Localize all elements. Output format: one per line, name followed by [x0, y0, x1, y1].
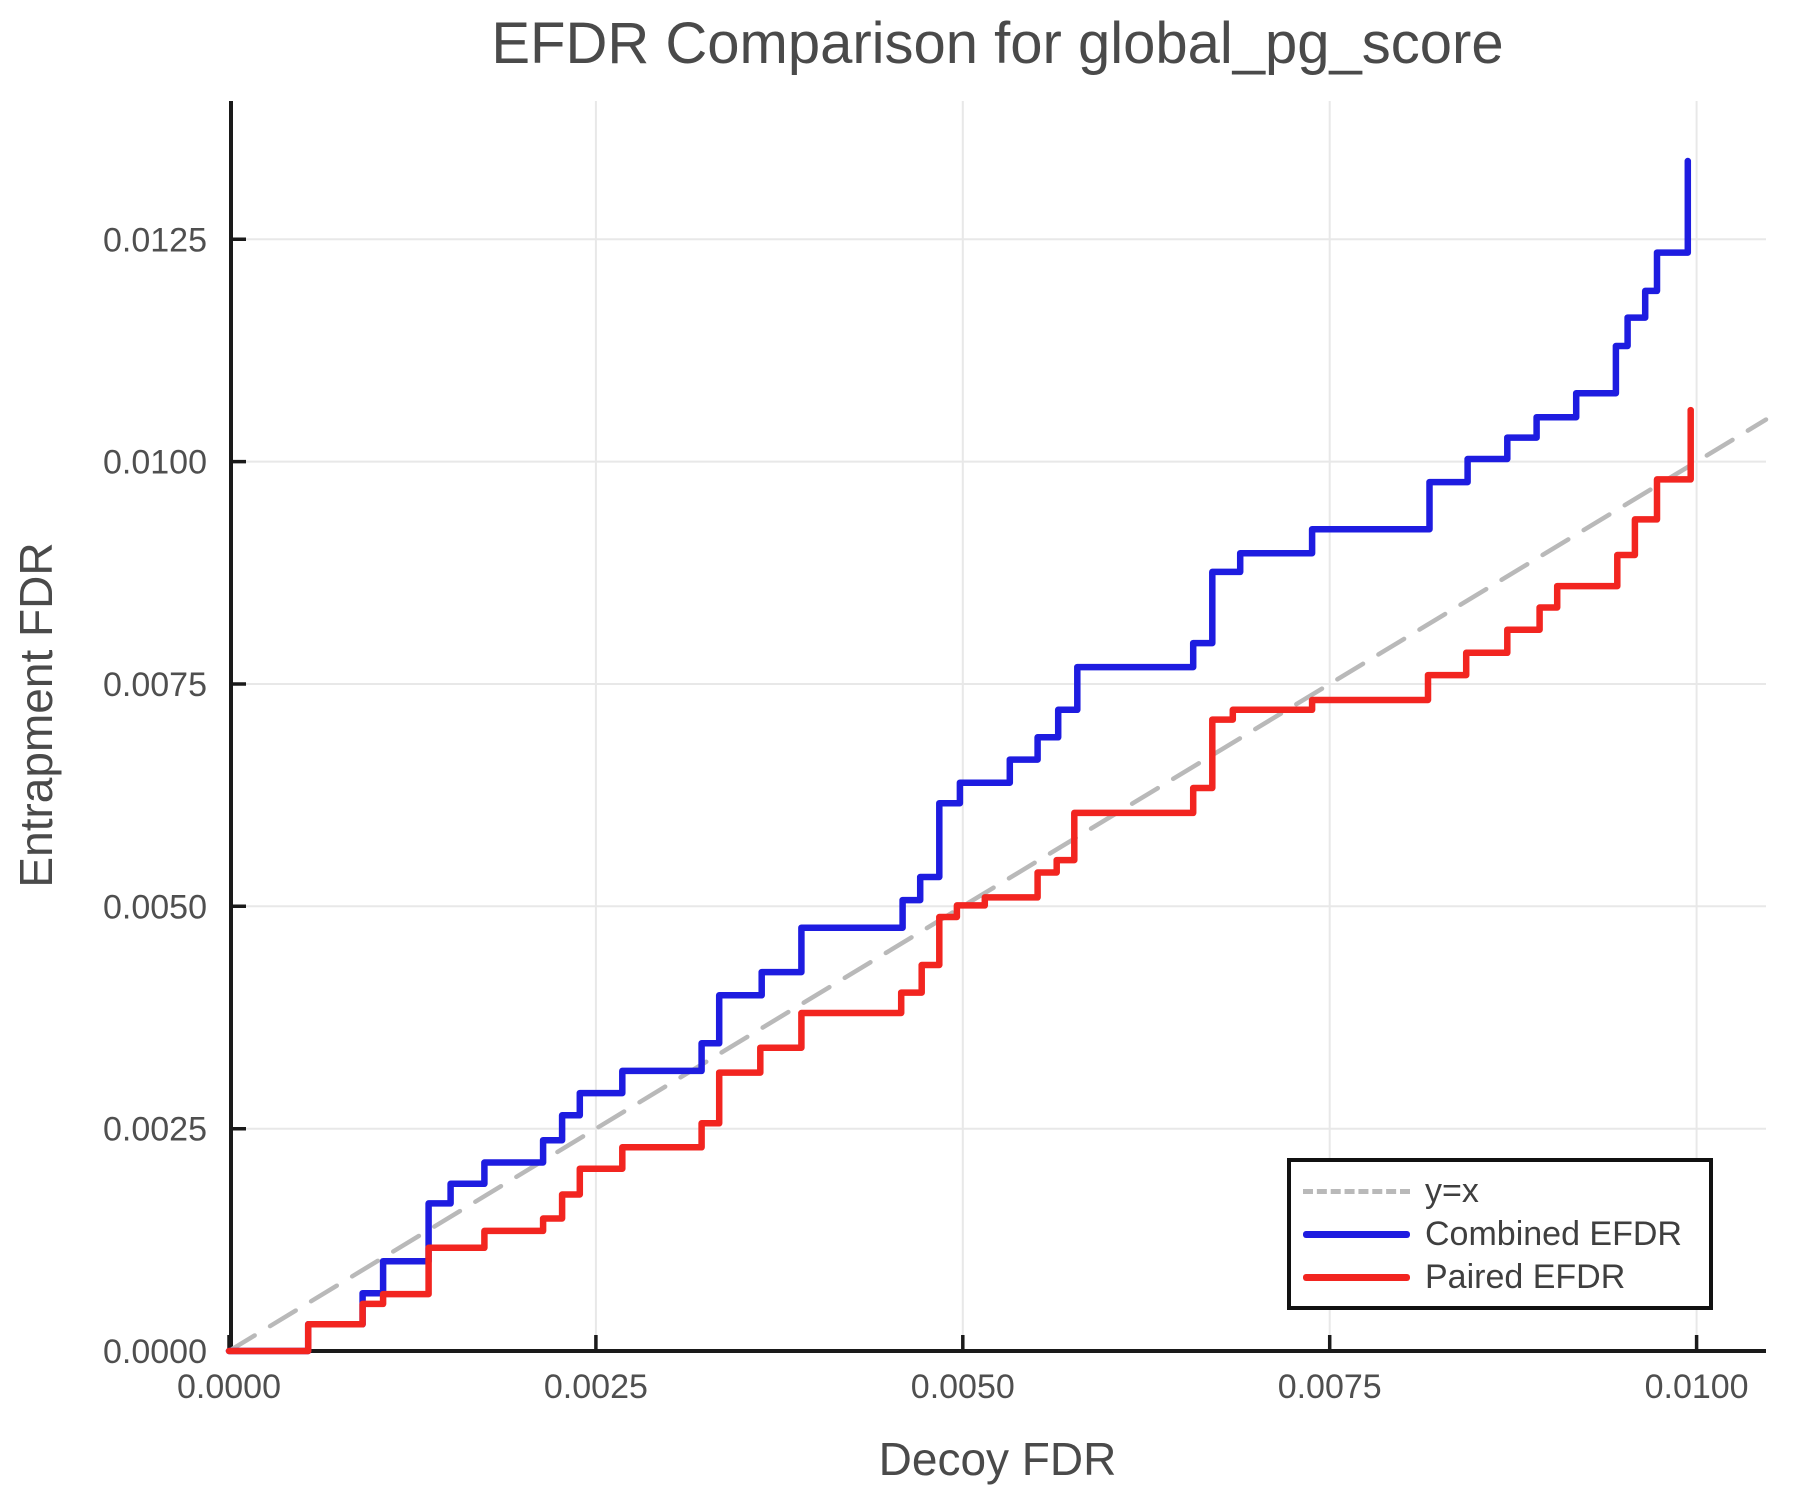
legend: y=x Combined EFDR Paired EFDR — [1287, 1158, 1713, 1310]
x-tick-label: 0.0075 — [1278, 1368, 1382, 1406]
legend-item-combined-efdr: Combined EFDR — [1303, 1213, 1709, 1256]
x-tick-label: 0.0100 — [1645, 1368, 1749, 1406]
x-axis-label: Decoy FDR — [878, 1433, 1117, 1485]
x-tick-label: 0.0050 — [911, 1368, 1015, 1406]
legend-label-combined-efdr: Combined EFDR — [1425, 1214, 1682, 1253]
legend-label-paired-efdr: Paired EFDR — [1425, 1257, 1626, 1296]
legend-item-yx: y=x — [1303, 1170, 1709, 1213]
series-paired-efdr — [225, 406, 1694, 1355]
y-tick-label: 0.0125 — [103, 221, 207, 259]
legend-red-line-swatch — [1303, 1273, 1410, 1281]
y-tick-label: 0.0075 — [103, 666, 207, 704]
y-tick-label: 0.0025 — [103, 1111, 207, 1149]
y-tick-label: 0.0100 — [103, 444, 207, 482]
y-axis-label: Entrapment FDR — [10, 542, 62, 888]
legend-dashed-line-swatch — [1303, 1188, 1410, 1194]
series-y-x — [226, 417, 1769, 1354]
legend-label-yx: y=x — [1425, 1171, 1479, 1210]
chart-title: EFDR Comparison for global_pg_score — [491, 11, 1504, 76]
x-tick-label: 0.0025 — [544, 1368, 648, 1406]
y-tick-label: 0.0000 — [103, 1333, 207, 1371]
legend-item-paired-efdr: Paired EFDR — [1303, 1256, 1709, 1299]
series-combined-efdr — [225, 157, 1692, 1355]
x-tick-label: 0.0000 — [177, 1368, 281, 1406]
y-tick-label: 0.0050 — [103, 888, 207, 926]
legend-blue-line-swatch — [1303, 1230, 1410, 1238]
